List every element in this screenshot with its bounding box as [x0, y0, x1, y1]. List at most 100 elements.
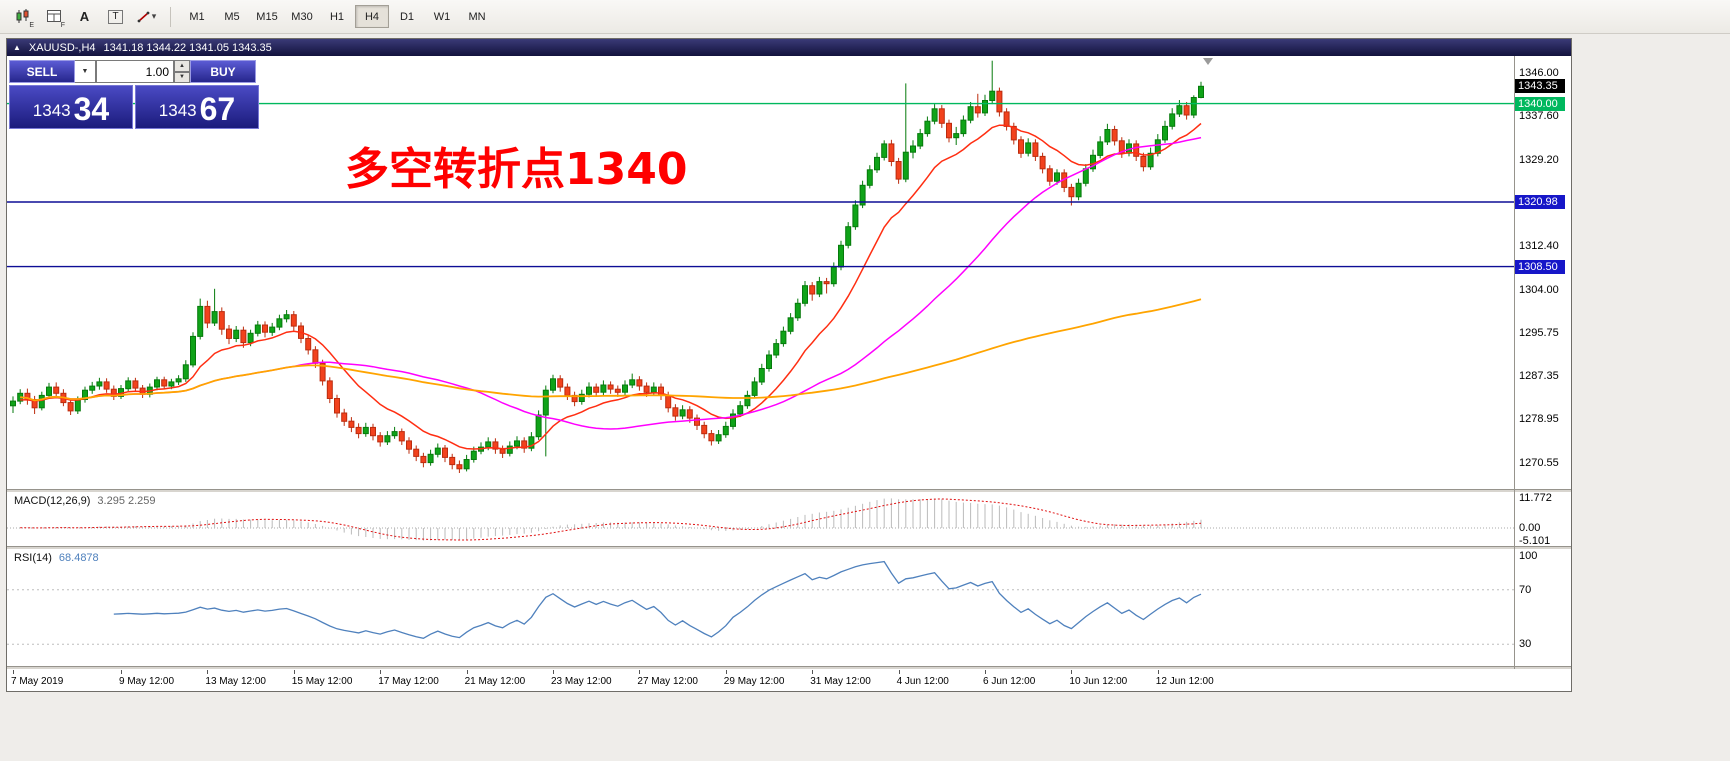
chart-symbol-label: XAUUSD-,H4	[28, 41, 96, 54]
panel-splitter[interactable]	[7, 546, 1571, 549]
candlestick-chart-icon[interactable]: E	[8, 4, 37, 30]
macd-indicator-header: MACD(12,26,9) 3.295 2.259	[14, 495, 156, 507]
timeframe-button-h1[interactable]: H1	[329, 10, 345, 23]
macd-canvas[interactable]	[7, 492, 1514, 546]
rsi-indicator-value: 68.4878	[58, 552, 99, 564]
time-axis-label[interactable]: 29 May 12:00	[723, 676, 785, 687]
chart-window: ▲ XAUUSD-,H4 1341.18 1344.22 1341.05 134…	[6, 38, 1572, 692]
lot-increase-button[interactable]: ▲	[174, 60, 190, 72]
time-axis-label[interactable]: 12 Jun 12:00	[1155, 676, 1214, 687]
rsi-indicator-label: RSI(14)	[14, 552, 52, 564]
price-axis-label[interactable]: 1278.95	[1519, 413, 1559, 426]
time-axis-tick	[1157, 670, 1159, 674]
panel-splitter[interactable]	[7, 666, 1571, 669]
price-axis-label[interactable]: 1287.35	[1519, 370, 1559, 382]
timeframe-button-mn[interactable]: MN	[468, 10, 486, 23]
candles-glyph	[16, 9, 28, 23]
icon-sub-label: F	[60, 21, 65, 29]
toolbar-separator	[170, 6, 171, 27]
timeframe-button-m15[interactable]: M15	[256, 10, 278, 23]
time-axis-label[interactable]: 9 May 12:00	[119, 676, 175, 687]
timeframe-toolbar: M1 M5 M15 M30 H1 H4 D1 W1 MN	[180, 5, 494, 28]
lot-decrease-button[interactable]: ▼	[174, 71, 190, 83]
hline-price-badge: 1340.00	[1515, 96, 1565, 111]
timeframe-button-h4[interactable]: H4	[355, 5, 389, 28]
rsi-canvas[interactable]	[7, 549, 1514, 666]
time-axis-label[interactable]: 17 May 12:00	[378, 676, 439, 687]
time-axis-label[interactable]: 4 Jun 12:00	[896, 676, 949, 687]
time-axis-label[interactable]: 31 May 12:00	[810, 676, 871, 687]
text-tool-label: T	[108, 9, 123, 24]
timeframe-button-d1[interactable]: D1	[399, 10, 415, 23]
price-axis-label[interactable]: 1329.20	[1519, 153, 1559, 166]
ask-price-display[interactable]: 1343 67	[135, 85, 259, 129]
price-axis-label[interactable]: 1346.00	[1519, 66, 1559, 79]
macd-axis-label: 11.772	[1519, 492, 1552, 504]
lot-dropdown-button[interactable]: ▼	[75, 60, 96, 83]
hline-price-badge: 1308.50	[1515, 259, 1565, 274]
last-price-badge: 1343.35	[1515, 79, 1565, 94]
time-axis-tick	[985, 670, 986, 674]
timeframe-button-m5[interactable]: M5	[224, 10, 240, 23]
macd-axis-label: 0.00	[1519, 522, 1541, 534]
time-axis-label[interactable]: 6 Jun 12:00	[983, 676, 1036, 687]
timeframe-button-w1[interactable]: W1	[433, 10, 451, 23]
line-style-tool-icon[interactable]: ▾	[132, 4, 161, 30]
time-axis-tick	[207, 670, 209, 674]
time-axis-label[interactable]: 21 May 12:00	[464, 676, 526, 687]
main-toolbar: E F A T ▾ M1 M5 M15 M30 H1 H4 D1 W1 MN	[0, 0, 1730, 34]
price-axis-label[interactable]: 1295.75	[1519, 326, 1559, 339]
chevron-down-icon: ▼	[81, 68, 89, 75]
time-axis-tick	[466, 670, 468, 674]
time-axis-tick	[639, 670, 641, 674]
hline-price-badge: 1320.98	[1515, 195, 1565, 209]
panel-splitter[interactable]	[7, 489, 1571, 492]
time-axis-label[interactable]: 13 May 12:00	[205, 676, 266, 687]
chart-window-icon[interactable]: F	[39, 4, 68, 30]
text-tool-icon[interactable]: T	[101, 4, 130, 30]
rsi-axis-label: 70	[1519, 583, 1532, 596]
timeframe-button-m1[interactable]: M1	[189, 10, 205, 23]
time-axis-label[interactable]: 7 May 2019	[11, 676, 64, 687]
price-axis-label[interactable]: 1304.00	[1519, 283, 1559, 296]
bid-price-pips: 34	[73, 91, 110, 127]
chart-title-bar: ▲ XAUUSD-,H4 1341.18 1344.22 1341.05 134…	[7, 39, 1571, 56]
price-axis-label[interactable]: 1337.60	[1519, 110, 1559, 122]
one-click-trading-panel: SELL ▼ ▲ ▼ BUY 1343 34 1343 67	[9, 60, 259, 129]
bid-price-whole: 1343	[32, 101, 71, 120]
time-axis-tick	[553, 670, 554, 674]
time-axis-label[interactable]: 27 May 12:00	[637, 676, 698, 687]
rsi-axis-label: 30	[1519, 638, 1532, 651]
lot-spinner: ▲ ▼	[174, 60, 190, 83]
sell-button[interactable]: SELL	[9, 60, 75, 83]
ask-price-whole: 1343	[158, 101, 197, 120]
time-axis-label[interactable]: 10 Jun 12:00	[1069, 676, 1128, 687]
time-axis-label[interactable]: 15 May 12:00	[291, 676, 353, 687]
price-axis-label[interactable]: 1312.40	[1519, 240, 1559, 253]
time-axis-tick	[13, 670, 14, 674]
bid-price-display[interactable]: 1343 34	[9, 85, 133, 129]
time-axis-label[interactable]: 23 May 12:00	[551, 676, 612, 687]
overlay-ma-fast	[20, 122, 1202, 450]
collapse-arrow-icon[interactable]: ▲	[13, 43, 21, 52]
macd-axis-label: -5.101	[1519, 535, 1551, 547]
icon-sub-label: E	[29, 21, 34, 29]
time-axis-tick	[293, 670, 295, 674]
time-axis-tick	[1071, 670, 1073, 674]
cursor-tool-icon[interactable]: A	[70, 4, 99, 30]
chart-shift-marker[interactable]	[1203, 58, 1213, 65]
time-axis-tick	[898, 670, 900, 674]
macd-indicator-label: MACD(12,26,9)	[14, 495, 91, 507]
chart-ohlc-readout: 1341.18 1344.22 1341.05 1343.35	[103, 41, 272, 54]
price-axis-label[interactable]: 1270.55	[1519, 456, 1559, 469]
macd-indicator-values: 3.295 2.259	[97, 495, 156, 507]
cursor-tool-label: A	[79, 9, 90, 24]
buy-button[interactable]: BUY	[190, 60, 256, 83]
lot-size-input[interactable]	[96, 60, 174, 83]
ask-price-pips: 67	[199, 91, 236, 127]
time-axis-tick	[380, 670, 382, 674]
time-axis-tick	[121, 670, 122, 674]
timeframe-button-m30[interactable]: M30	[291, 10, 313, 23]
price-scale-divider	[1514, 56, 1515, 669]
